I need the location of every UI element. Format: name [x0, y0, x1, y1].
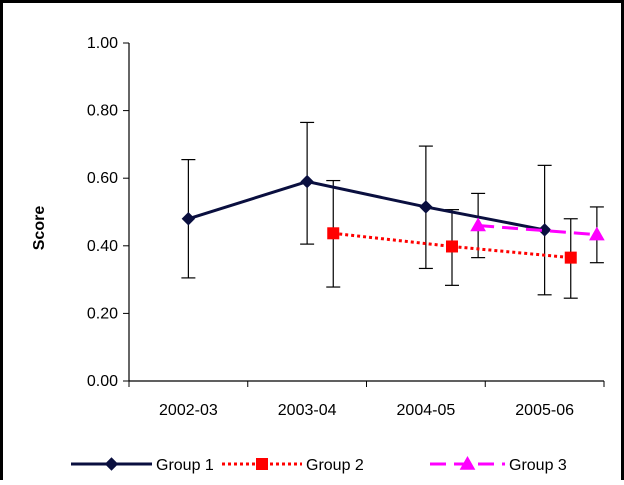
series-1-marker — [300, 174, 314, 189]
series-1-marker — [537, 223, 552, 237]
legend-item-3: Group 3 — [430, 455, 567, 474]
y-tick-label: 0.00 — [87, 373, 118, 390]
y-tick-label: 0.60 — [87, 170, 118, 187]
series-3-line — [478, 224, 597, 237]
series-2-line — [333, 231, 571, 260]
series-2-marker — [564, 251, 577, 264]
legend-marker — [256, 458, 268, 470]
series-3-marker — [589, 226, 605, 241]
series-2-marker — [327, 227, 340, 240]
legend-marker — [459, 455, 476, 470]
series-1-marker — [419, 200, 433, 214]
y-tick-label: 0.20 — [87, 305, 118, 322]
legend-item-2: Group 2 — [222, 457, 364, 474]
legend-label: Group 2 — [306, 457, 364, 474]
x-tick-label: 2004-05 — [397, 402, 456, 419]
legend-item-1: Group 1 — [71, 457, 214, 474]
y-tick-label: 1.00 — [87, 35, 118, 52]
x-tick-label: 2002-03 — [159, 402, 218, 419]
legend-marker — [104, 457, 119, 471]
x-tick-label: 2005-06 — [515, 402, 574, 419]
legend-label: Group 3 — [509, 457, 567, 474]
series-1-marker — [181, 212, 196, 226]
y-tick-label: 0.40 — [87, 238, 118, 255]
series-3-marker — [470, 217, 486, 232]
series-1-line — [187, 180, 545, 232]
y-axis-title: Score — [31, 206, 48, 251]
legend-label: Group 1 — [156, 457, 214, 474]
y-tick-label: 0.80 — [87, 103, 118, 120]
x-tick-label: 2003-04 — [278, 402, 337, 419]
series-2-marker — [446, 240, 458, 253]
